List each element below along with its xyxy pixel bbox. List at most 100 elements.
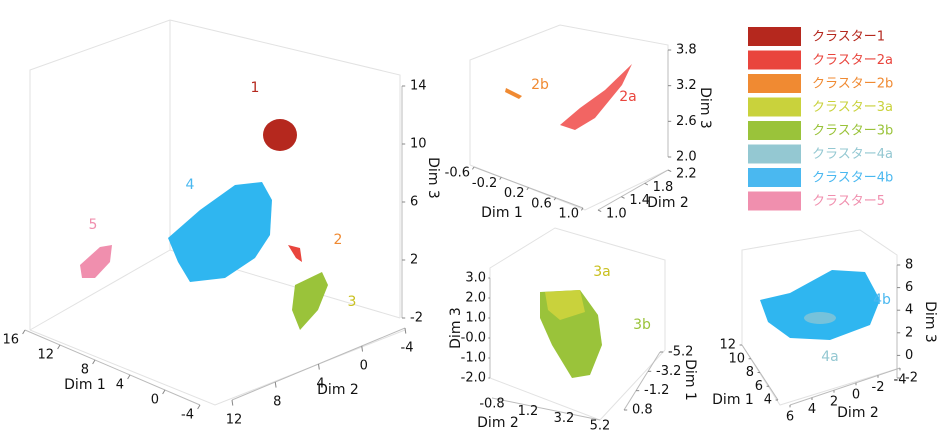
- tick-label: -2: [905, 371, 918, 386]
- axis-label: Dim 2: [477, 415, 519, 431]
- cluster-label: 2: [334, 232, 343, 248]
- axis-label: Dim 2: [837, 405, 879, 421]
- legend-swatch: [748, 191, 801, 211]
- axis-label: Dim 3: [448, 307, 464, 349]
- tick-label: 2.0: [676, 150, 697, 165]
- axis-line: [597, 169, 669, 211]
- tick-mark: [597, 209, 602, 213]
- clusters: [80, 64, 880, 378]
- tick-label: 12: [226, 413, 243, 428]
- legend-label: クラスター2a: [812, 53, 893, 68]
- axis-line: [24, 329, 201, 406]
- axis-label: Dim 3: [922, 301, 938, 343]
- tick-label: 1.0: [558, 207, 579, 222]
- cluster-blob: [80, 245, 112, 278]
- tick-label: -4: [401, 341, 414, 356]
- cluster-blob: [292, 272, 328, 330]
- legend-swatch: [748, 168, 801, 187]
- cluster-blob: [168, 182, 272, 282]
- tick-label: 8: [746, 365, 754, 380]
- axis-line: [789, 367, 901, 406]
- legend-swatch: [748, 74, 801, 93]
- tick-label: 0.2: [504, 186, 525, 201]
- tick-label: -0.8: [479, 397, 504, 412]
- tick-label: 12: [719, 338, 736, 353]
- tick-label: 5.2: [590, 419, 611, 434]
- legend-swatch: [748, 27, 801, 46]
- legend-label: クラスター5: [812, 194, 885, 209]
- tick-label: 16: [2, 333, 19, 348]
- axis-line: [491, 397, 601, 421]
- tick-label: 4: [905, 303, 913, 318]
- cluster-label: 3b: [633, 317, 651, 333]
- legend-swatch: [748, 50, 801, 70]
- tick-label: 6: [786, 410, 794, 425]
- cluster-label: 3: [348, 294, 357, 310]
- tick-mark: [471, 166, 475, 170]
- tick-label: 12: [37, 348, 54, 363]
- tick-label: 10: [410, 137, 427, 152]
- tick-label: 0: [852, 387, 860, 402]
- cluster-blob: [560, 64, 632, 130]
- axis-label: Dim 1: [64, 377, 106, 393]
- cluster-label: 1: [251, 80, 260, 96]
- tick-label: 1.8: [653, 180, 674, 195]
- cluster-blob: [505, 88, 522, 99]
- tick-label: -2.0: [461, 371, 486, 386]
- cluster-blob: [545, 290, 585, 320]
- tick-mark: [553, 197, 557, 201]
- axis-label: Dim 2: [317, 382, 359, 398]
- axis-label: Dim 1: [682, 359, 698, 401]
- tick-mark: [526, 187, 529, 191]
- tick-label: 4: [764, 393, 772, 408]
- tick-label: -5.2: [668, 345, 693, 360]
- tick-label: 3.2: [554, 411, 575, 426]
- tick-label: -2: [872, 380, 885, 395]
- tick-label: -0.0: [461, 331, 486, 346]
- tick-label: 2.6: [676, 114, 697, 129]
- tick-mark: [499, 176, 502, 180]
- tick-mark: [92, 359, 96, 365]
- tick-label: 4: [116, 378, 124, 393]
- cluster-label: 5: [89, 217, 98, 233]
- tick-label: 0.6: [531, 196, 552, 211]
- tick-mark: [127, 374, 131, 380]
- axis-label: Dim 2: [647, 195, 689, 211]
- tick-label: -3.2: [656, 364, 681, 379]
- tick-label: 0: [151, 393, 159, 408]
- legend-label: クラスター1: [812, 30, 885, 45]
- cluster-label: 2b: [531, 77, 549, 93]
- tick-label: 1.0: [465, 311, 486, 326]
- tick-label: 10: [728, 351, 745, 366]
- tick-label: 2.2: [676, 167, 697, 182]
- legend-swatch: [748, 97, 801, 117]
- cluster-blob: [263, 119, 297, 151]
- cluster-label: 2a: [619, 89, 637, 105]
- tick-label: 1.4: [629, 193, 650, 208]
- tick-label: 1.0: [606, 207, 627, 222]
- tick-label: 14: [410, 79, 427, 94]
- tick-label: 0: [360, 359, 368, 374]
- legend-label: クラスター4a: [812, 147, 893, 162]
- tick-label: -4: [181, 408, 194, 423]
- tick-label: 3.0: [465, 271, 486, 286]
- cluster-label: 3a: [593, 264, 611, 280]
- tick-label: -0.2: [472, 176, 497, 191]
- tick-label: -0.6: [445, 166, 470, 181]
- tick-mark: [361, 345, 364, 352]
- tick-label: 1.2: [518, 404, 539, 419]
- tick-mark: [644, 182, 649, 186]
- tick-mark: [318, 363, 320, 370]
- tick-mark: [404, 327, 407, 334]
- axis-label: Dim 1: [481, 205, 523, 221]
- tick-label: 3.8: [676, 43, 697, 58]
- tick-mark: [162, 389, 166, 395]
- tick-mark: [57, 344, 61, 350]
- tick-label: 2: [410, 253, 418, 268]
- tick-label: 0.8: [632, 403, 653, 418]
- legend-label: クラスター4b: [812, 171, 893, 186]
- box-floor: [29, 329, 406, 406]
- axis-label: Dim 3: [697, 87, 713, 129]
- box-back: [29, 19, 401, 330]
